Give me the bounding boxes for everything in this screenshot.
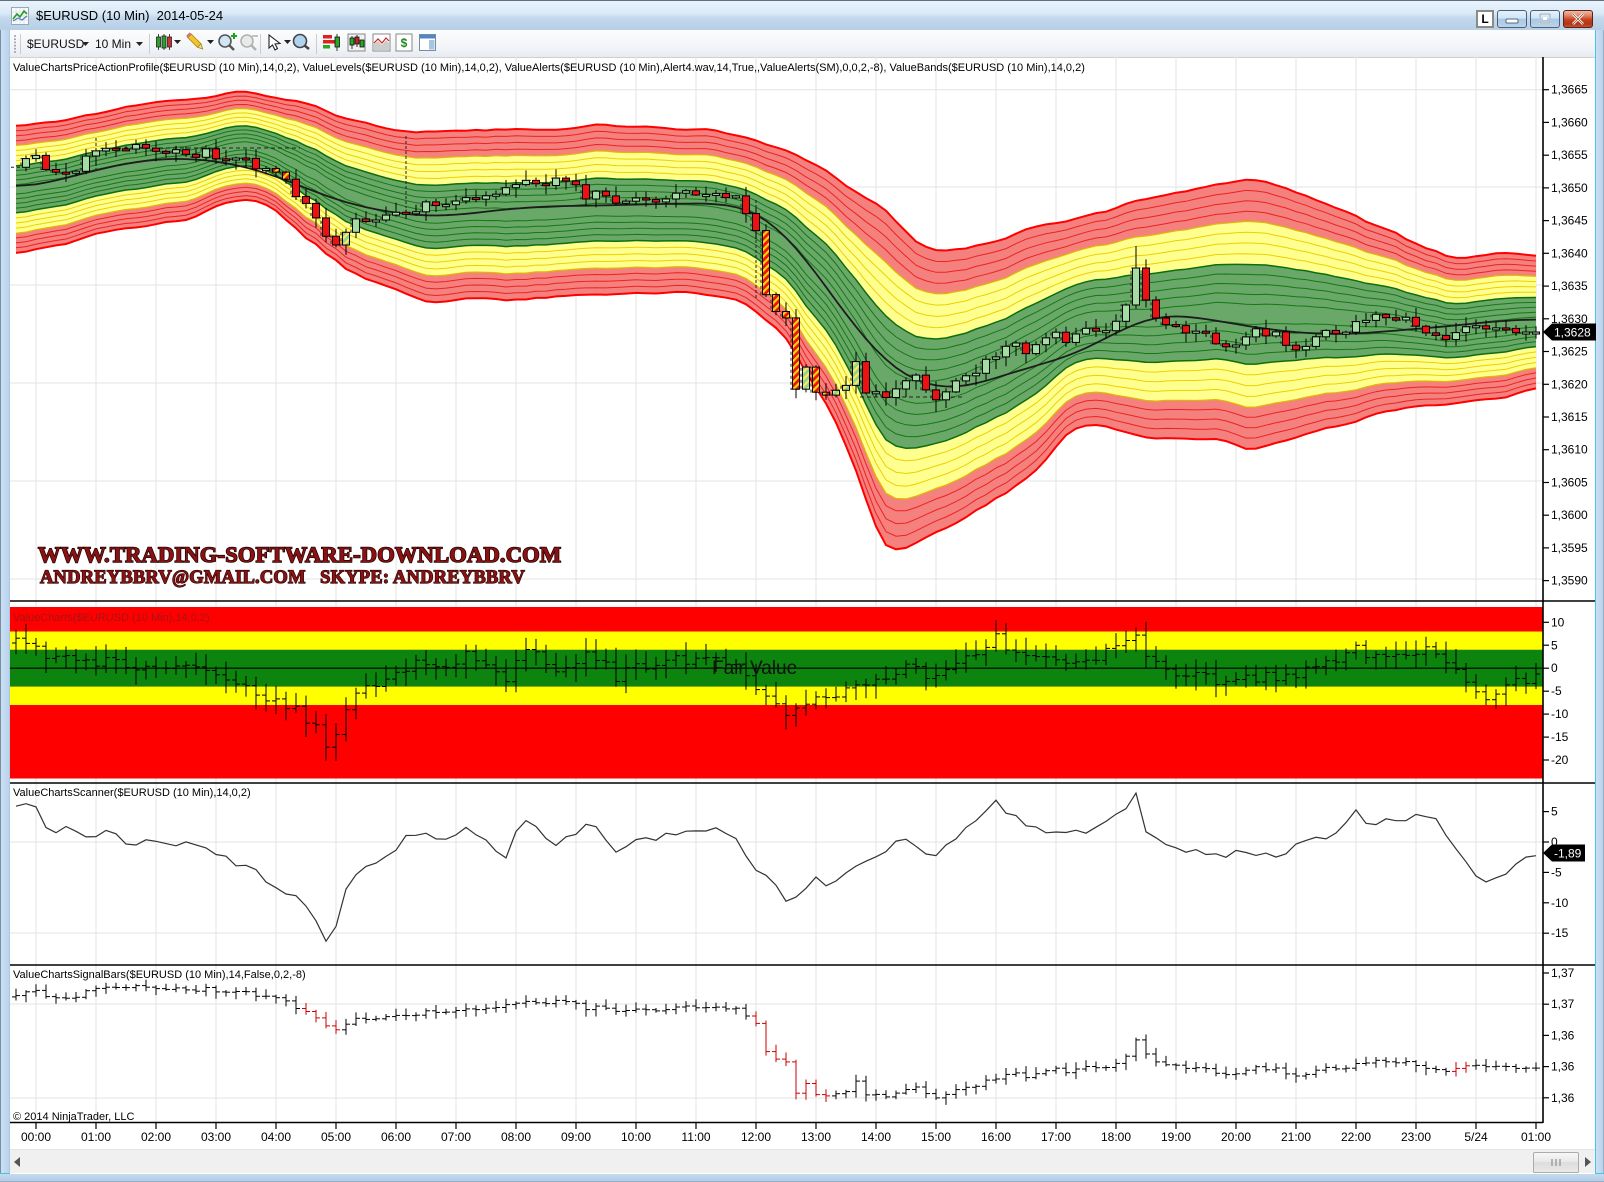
svg-text:03:00: 03:00 bbox=[201, 1130, 231, 1144]
svg-text:01:00: 01:00 bbox=[1521, 1130, 1551, 1144]
svg-text:14:00: 14:00 bbox=[861, 1130, 891, 1144]
svg-text:1,36: 1,36 bbox=[1551, 1028, 1575, 1042]
svg-text:1,37: 1,37 bbox=[1551, 966, 1575, 980]
svg-text:Fair Value: Fair Value bbox=[712, 658, 797, 679]
svg-text:05:00: 05:00 bbox=[321, 1130, 351, 1144]
svg-text:13:00: 13:00 bbox=[801, 1130, 831, 1144]
svg-text:-15: -15 bbox=[1551, 730, 1569, 744]
svg-text:1,3628: 1,3628 bbox=[1554, 326, 1591, 340]
svg-text:20:00: 20:00 bbox=[1221, 1130, 1251, 1144]
svg-text:1,36: 1,36 bbox=[1551, 1091, 1575, 1105]
svg-text:1,3660: 1,3660 bbox=[1551, 115, 1588, 129]
svg-text:-1,89: -1,89 bbox=[1554, 847, 1582, 861]
svg-text:04:00: 04:00 bbox=[261, 1130, 291, 1144]
svg-text:22:00: 22:00 bbox=[1341, 1130, 1371, 1144]
svg-text:1,3605: 1,3605 bbox=[1551, 475, 1588, 489]
svg-text:18:00: 18:00 bbox=[1101, 1130, 1131, 1144]
svg-text:-10: -10 bbox=[1551, 896, 1569, 910]
svg-text:1,3635: 1,3635 bbox=[1551, 279, 1588, 293]
svg-text:ValueCharts($EURUSD (10 Min),1: ValueCharts($EURUSD (10 Min),14,0,2) bbox=[13, 612, 210, 624]
svg-text:-20: -20 bbox=[1551, 753, 1569, 767]
svg-text:0: 0 bbox=[1551, 661, 1558, 675]
svg-text:23:00: 23:00 bbox=[1401, 1130, 1431, 1144]
svg-text:08:00: 08:00 bbox=[501, 1130, 531, 1144]
svg-text:1,3655: 1,3655 bbox=[1551, 148, 1588, 162]
svg-text:1,3625: 1,3625 bbox=[1551, 345, 1588, 359]
svg-text:1,3650: 1,3650 bbox=[1551, 181, 1588, 195]
svg-text:1,3645: 1,3645 bbox=[1551, 214, 1588, 228]
svg-text:1,3640: 1,3640 bbox=[1551, 246, 1588, 260]
svg-text:10: 10 bbox=[1551, 615, 1565, 629]
svg-text:12:00: 12:00 bbox=[741, 1130, 771, 1144]
svg-text:ValueChartsSignalBars($EURUSD: ValueChartsSignalBars($EURUSD (10 Min),1… bbox=[13, 969, 306, 981]
svg-text:5: 5 bbox=[1551, 638, 1558, 652]
svg-text:5/24: 5/24 bbox=[1464, 1130, 1488, 1144]
svg-text:-5: -5 bbox=[1551, 684, 1562, 698]
svg-text:ANDREYBBRV@GMAIL.COM SKYPE:: ANDREYBBRV@GMAIL.COM SKYPE: ANDREYBBRV bbox=[40, 568, 525, 588]
svg-text:ValueChartsScanner($EURUSD (10: ValueChartsScanner($EURUSD (10 Min),14,0… bbox=[13, 787, 251, 799]
svg-text:1,37: 1,37 bbox=[1551, 997, 1575, 1011]
svg-text:1,3615: 1,3615 bbox=[1551, 410, 1588, 424]
svg-text:00:00: 00:00 bbox=[21, 1130, 51, 1144]
svg-text:01:00: 01:00 bbox=[81, 1130, 111, 1144]
svg-text:06:00: 06:00 bbox=[381, 1130, 411, 1144]
svg-text:-10: -10 bbox=[1551, 707, 1569, 721]
svg-text:1,3600: 1,3600 bbox=[1551, 508, 1588, 522]
svg-text:11:00: 11:00 bbox=[681, 1130, 710, 1144]
svg-text:07:00: 07:00 bbox=[441, 1130, 471, 1144]
svg-text:1,3665: 1,3665 bbox=[1551, 83, 1588, 97]
svg-text:1,3620: 1,3620 bbox=[1551, 377, 1588, 391]
svg-text:WWW.TRADING-SOFTWARE-DOWNLOAD.: WWW.TRADING-SOFTWARE-DOWNLOAD.COM bbox=[38, 542, 561, 567]
svg-text:09:00: 09:00 bbox=[561, 1130, 591, 1144]
svg-text:21:00: 21:00 bbox=[1281, 1130, 1311, 1144]
svg-text:0: 0 bbox=[1551, 835, 1558, 849]
svg-text:ValueChartsPriceActionProfile(: ValueChartsPriceActionProfile($EURUSD (1… bbox=[13, 62, 1085, 74]
svg-text:1,3595: 1,3595 bbox=[1551, 541, 1588, 555]
svg-text:5: 5 bbox=[1551, 805, 1558, 819]
svg-text:1,3610: 1,3610 bbox=[1551, 443, 1588, 457]
svg-text:1,36: 1,36 bbox=[1551, 1060, 1575, 1074]
svg-text:© 2014 NinjaTrader, LLC: © 2014 NinjaTrader, LLC bbox=[13, 1111, 134, 1123]
svg-text:1,3630: 1,3630 bbox=[1551, 312, 1588, 326]
svg-text:-15: -15 bbox=[1551, 926, 1569, 940]
svg-text:16:00: 16:00 bbox=[981, 1130, 1011, 1144]
svg-text:02:00: 02:00 bbox=[141, 1130, 171, 1144]
svg-text:19:00: 19:00 bbox=[1161, 1130, 1191, 1144]
svg-text:15:00: 15:00 bbox=[921, 1130, 951, 1144]
svg-text:$: $ bbox=[401, 36, 408, 50]
svg-text:1,3590: 1,3590 bbox=[1551, 574, 1588, 588]
svg-text:17:00: 17:00 bbox=[1041, 1130, 1071, 1144]
svg-text:10:00: 10:00 bbox=[621, 1130, 651, 1144]
svg-text:-5: -5 bbox=[1551, 865, 1562, 879]
